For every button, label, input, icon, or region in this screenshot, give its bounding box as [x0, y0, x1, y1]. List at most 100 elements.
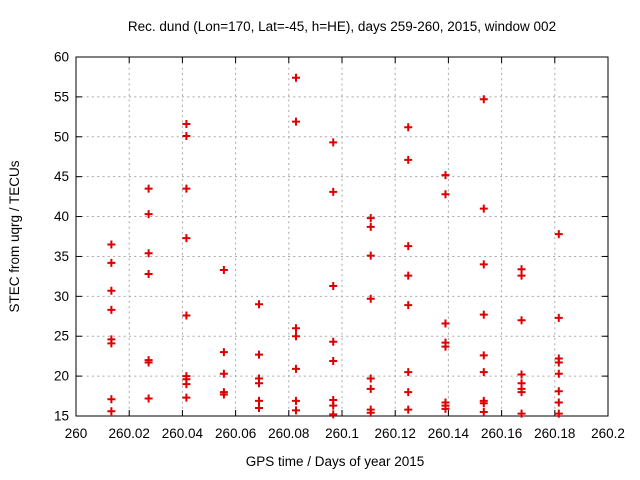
data-point — [517, 409, 526, 418]
data-point — [329, 187, 338, 196]
data-point — [255, 396, 264, 405]
data-point — [255, 350, 264, 359]
data-point — [144, 210, 153, 219]
data-point — [441, 404, 450, 413]
data-point — [404, 123, 413, 132]
y-tick-label: 20 — [54, 369, 69, 384]
data-point — [219, 348, 228, 357]
data-point — [219, 369, 228, 378]
chart-title: Rec. dund (Lon=170, Lat=-45, h=HE), days… — [128, 19, 556, 34]
data-point — [291, 406, 300, 415]
data-point — [329, 337, 338, 346]
y-tick-label: 45 — [54, 169, 69, 184]
data-point — [441, 342, 450, 351]
data-point — [554, 369, 563, 378]
data-point — [441, 171, 450, 180]
data-point — [366, 408, 375, 417]
y-tick-label: 15 — [54, 409, 69, 424]
x-tick-label: 260.08 — [268, 426, 309, 441]
data-point — [329, 281, 338, 290]
data-point — [144, 249, 153, 258]
data-point — [517, 388, 526, 397]
y-tick-label: 60 — [54, 50, 69, 65]
x-tick-label: 260.1 — [325, 426, 359, 441]
data-point — [291, 332, 300, 341]
data-point — [182, 131, 191, 140]
data-point — [255, 404, 264, 413]
data-point — [441, 319, 450, 328]
data-point — [479, 351, 488, 360]
data-point — [182, 234, 191, 243]
data-point — [182, 393, 191, 402]
data-point — [479, 260, 488, 269]
x-tick-label: 260.12 — [375, 426, 416, 441]
grid-lines — [76, 57, 608, 416]
x-axis-label: GPS time / Days of year 2015 — [246, 454, 425, 469]
data-point — [144, 358, 153, 367]
data-point — [182, 120, 191, 129]
data-point — [329, 410, 338, 419]
data-point — [182, 311, 191, 320]
data-point — [107, 395, 116, 404]
data-point — [517, 316, 526, 325]
x-tick-label: 260.2 — [591, 426, 625, 441]
data-point — [517, 370, 526, 379]
data-point — [479, 310, 488, 319]
data-point — [554, 358, 563, 367]
data-point — [366, 214, 375, 223]
data-point — [107, 240, 116, 249]
x-tick-label: 260 — [65, 426, 88, 441]
data-point — [554, 398, 563, 407]
data-point — [366, 294, 375, 303]
data-point — [107, 339, 116, 348]
data-point — [291, 324, 300, 333]
data-point — [404, 405, 413, 414]
data-point — [366, 384, 375, 393]
data-point — [291, 396, 300, 405]
x-tick-label: 260.06 — [215, 426, 256, 441]
data-point — [479, 399, 488, 408]
data-point — [404, 301, 413, 310]
data-point — [107, 407, 116, 416]
data-point — [479, 204, 488, 213]
data-point — [107, 258, 116, 267]
x-tick-label: 260.16 — [481, 426, 522, 441]
data-point — [554, 387, 563, 396]
data-point — [366, 374, 375, 383]
y-tick-label: 55 — [54, 89, 69, 104]
data-point — [219, 266, 228, 275]
data-point — [554, 409, 563, 418]
data-point — [107, 305, 116, 314]
x-tick-label: 260.18 — [534, 426, 575, 441]
data-point — [291, 364, 300, 373]
data-point — [182, 380, 191, 389]
y-tick-label: 40 — [54, 209, 69, 224]
data-point — [219, 390, 228, 399]
x-tick-label: 260.02 — [109, 426, 150, 441]
data-point — [479, 95, 488, 104]
data-point — [255, 379, 264, 388]
data-point — [182, 184, 191, 193]
data-point — [329, 138, 338, 147]
data-point — [329, 401, 338, 410]
axis-ticks — [75, 56, 609, 417]
data-point — [479, 368, 488, 377]
x-tick-label: 260.14 — [428, 426, 470, 441]
data-point — [144, 394, 153, 403]
data-point — [144, 269, 153, 278]
data-point — [404, 155, 413, 164]
data-point — [441, 190, 450, 199]
data-point — [291, 73, 300, 82]
data-points — [107, 73, 563, 419]
data-point — [255, 300, 264, 309]
data-point — [366, 251, 375, 260]
x-tick-label: 260.04 — [162, 426, 204, 441]
y-tick-label: 35 — [54, 249, 69, 264]
data-point — [366, 222, 375, 231]
y-tick-label: 30 — [54, 289, 69, 304]
data-point — [404, 388, 413, 397]
data-point — [329, 356, 338, 365]
y-tick-label: 50 — [54, 129, 69, 144]
